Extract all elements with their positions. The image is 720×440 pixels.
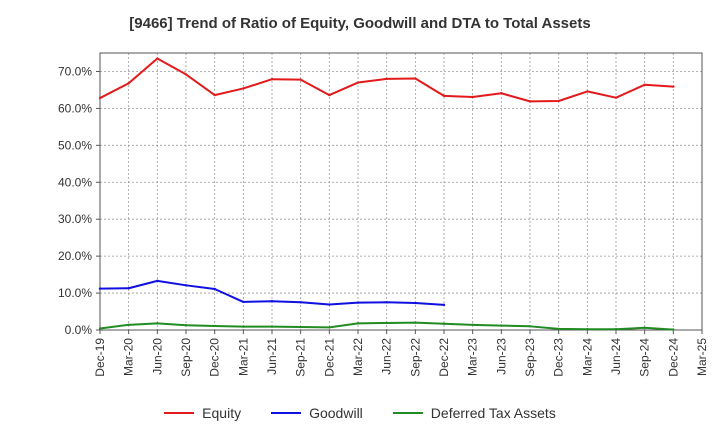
x-tick-label: Mar-20 [122,338,136,376]
data-point-equity [586,90,589,93]
data-point-goodwill [414,301,417,305]
data-point-equity [156,57,159,60]
data-point-deferred-tax-assets [471,323,474,327]
data-point-goodwill [242,300,245,304]
x-tick-label: Jun-20 [150,338,164,375]
data-point-equity [442,94,446,98]
data-point-equity [328,93,331,97]
x-tick-label: Dec-20 [208,338,222,377]
data-point-deferred-tax-assets [127,323,130,327]
y-tick-label: 0.0% [65,323,93,337]
legend-label-deferred-tax-assets: Deferred Tax Assets [430,405,556,421]
data-point-deferred-tax-assets [557,327,560,331]
data-point-goodwill [213,287,216,291]
data-point-equity [270,78,274,81]
data-point-equity [184,73,188,76]
data-point-deferred-tax-assets [98,327,102,330]
x-tick-label: Dec-23 [552,338,566,377]
x-tick-label: Dec-21 [322,338,336,377]
x-tick-label: Jun-22 [380,338,394,375]
data-point-deferred-tax-assets [528,325,532,328]
y-tick-label: 40.0% [58,175,92,189]
data-point-equity [98,96,102,100]
data-point-deferred-tax-assets [442,322,446,325]
data-point-deferred-tax-assets [356,322,360,325]
data-point-deferred-tax-assets [586,328,589,331]
legend-swatch-goodwill [271,412,302,414]
x-tick-label: Mar-23 [466,338,480,376]
x-tick-label: Mar-25 [695,338,709,376]
x-tick-label: Dec-19 [93,338,107,377]
data-point-equity [500,92,503,95]
data-point-deferred-tax-assets [213,324,216,328]
y-tick-label: 10.0% [58,286,92,300]
data-point-equity [242,87,245,90]
x-tick-label: Dec-22 [437,338,451,377]
data-point-equity [614,96,618,99]
x-tick-label: Mar-22 [351,338,365,376]
data-point-goodwill [184,284,188,287]
data-point-deferred-tax-assets [270,325,274,328]
data-point-deferred-tax-assets [328,326,331,329]
legend-item-equity: Equity [164,405,241,421]
x-tick-label: Mar-21 [236,338,250,376]
data-point-deferred-tax-assets [299,325,302,329]
x-tick-label: Jun-21 [265,338,279,375]
y-tick-label: 30.0% [58,212,92,226]
plot-area [99,52,703,331]
data-point-goodwill [270,299,274,303]
data-point-deferred-tax-assets [500,324,503,327]
y-tick-label: 20.0% [58,249,92,263]
data-point-equity [385,77,388,81]
data-point-equity [414,77,417,80]
data-point-goodwill [328,303,331,306]
data-point-deferred-tax-assets [156,322,159,325]
data-point-goodwill [98,287,102,290]
x-tick-label: Sep-21 [294,338,308,377]
x-tick-label: Mar-24 [580,338,594,376]
legend-label-goodwill: Goodwill [309,405,363,421]
y-tick-label: 60.0% [58,101,92,115]
data-point-equity [299,78,302,81]
data-point-equity [643,83,646,86]
data-point-goodwill [127,287,130,290]
data-point-equity [127,82,130,85]
data-point-equity [356,81,360,84]
data-point-equity [471,95,474,99]
legend-swatch-deferred-tax-assets [392,412,423,414]
data-point-deferred-tax-assets [184,323,188,327]
data-point-goodwill [442,303,446,307]
data-point-goodwill [356,301,360,304]
legend-label-equity: Equity [202,405,242,421]
x-tick-label: Jun-23 [494,338,508,375]
data-point-goodwill [299,301,302,304]
chart-title: [9466] Trend of Ratio of Equity, Goodwil… [129,15,591,32]
data-point-goodwill [156,279,159,283]
x-tick-label: Dec-24 [666,338,680,377]
data-point-equity [672,85,675,88]
data-point-deferred-tax-assets [672,328,675,331]
data-point-deferred-tax-assets [414,321,417,324]
data-point-equity [528,100,532,103]
x-tick-label: Sep-24 [638,338,652,377]
y-tick-label: 70.0% [58,64,92,78]
data-point-deferred-tax-assets [242,325,245,328]
x-tick-label: Sep-20 [179,338,193,377]
data-point-deferred-tax-assets [643,326,646,329]
x-tick-label: Sep-22 [408,338,422,377]
y-tick-label: 50.0% [58,138,92,152]
data-point-deferred-tax-assets [614,328,618,331]
x-tick-label: Sep-23 [523,338,537,377]
x-tick-label: Jun-24 [609,338,623,375]
legend-item-deferred-tax-assets: Deferred Tax Assets [392,405,556,421]
data-point-equity [213,93,216,97]
chart-legend: Equity Goodwill Deferred Tax Assets [0,405,720,421]
data-point-equity [557,99,560,103]
data-point-deferred-tax-assets [385,321,388,325]
legend-swatch-equity [164,412,195,414]
legend-item-goodwill: Goodwill [271,405,363,421]
data-point-goodwill [385,301,388,304]
